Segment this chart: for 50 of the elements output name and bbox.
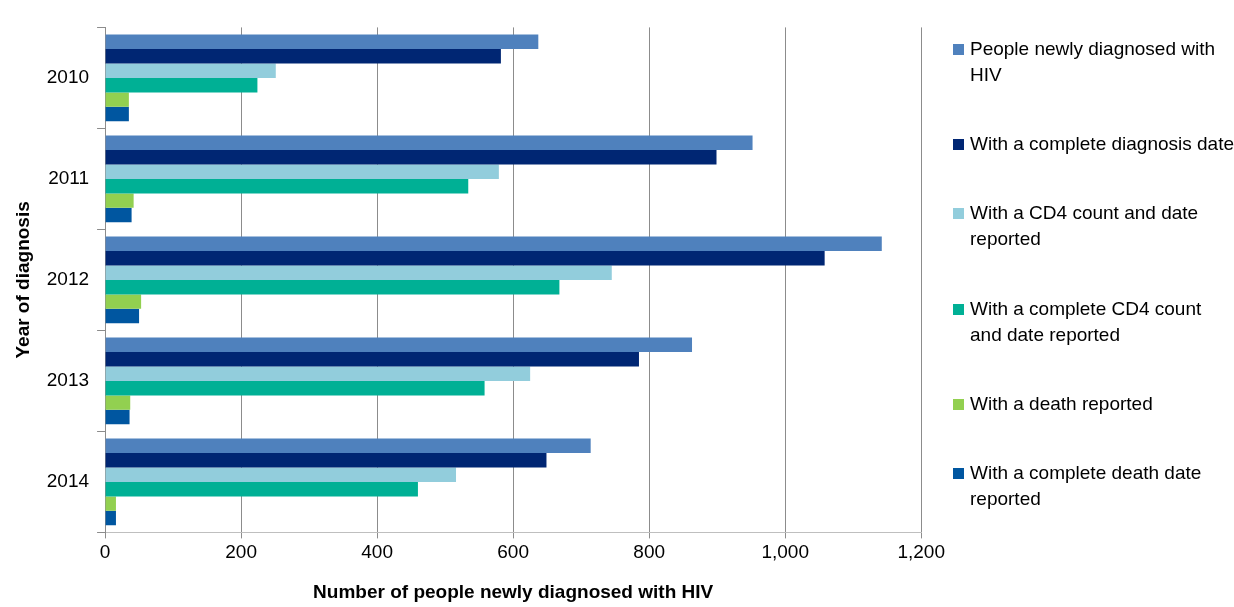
bar bbox=[105, 265, 612, 280]
bar bbox=[105, 92, 129, 107]
bar bbox=[105, 395, 131, 410]
legend-label: With a complete death date reported bbox=[970, 461, 1203, 512]
legend-label: With a death reported bbox=[970, 391, 1153, 416]
bar bbox=[105, 496, 116, 511]
y-tick-label: 2012 bbox=[46, 268, 90, 290]
bar bbox=[105, 366, 531, 381]
bar bbox=[105, 351, 639, 367]
bar bbox=[105, 438, 591, 453]
bar bbox=[105, 409, 130, 425]
bar bbox=[105, 308, 140, 324]
bar bbox=[105, 193, 134, 208]
x-tick-label: 600 bbox=[497, 541, 529, 563]
x-tick-label: 200 bbox=[225, 541, 257, 563]
y-tick-label: 2011 bbox=[48, 167, 90, 189]
bar bbox=[105, 34, 539, 49]
y-axis-title: Year of diagnosis bbox=[11, 201, 33, 359]
x-tick-label: 1,200 bbox=[897, 541, 945, 563]
y-tick-label: 2010 bbox=[46, 66, 90, 88]
x-tick-label: 0 bbox=[99, 541, 111, 563]
x-tick-label: 1,000 bbox=[761, 541, 809, 563]
bar bbox=[105, 164, 499, 179]
legend-label: With a complete diagnosis date bbox=[970, 132, 1234, 156]
bar bbox=[105, 481, 418, 497]
bar bbox=[105, 467, 457, 482]
x-axis-title: Number of people newly diagnosed with HIV bbox=[313, 580, 714, 602]
bar bbox=[105, 63, 276, 78]
bar bbox=[105, 48, 501, 64]
y-tick-label: 2013 bbox=[46, 369, 90, 391]
bar bbox=[105, 250, 825, 266]
bar bbox=[105, 510, 116, 526]
bar bbox=[105, 279, 560, 295]
bar bbox=[105, 106, 129, 122]
bar bbox=[105, 380, 485, 396]
bar bbox=[105, 149, 717, 165]
bar bbox=[105, 178, 469, 194]
bar bbox=[105, 236, 882, 251]
legend-label: People newly diagnosed with HIV bbox=[970, 36, 1217, 87]
x-tick-label: 800 bbox=[633, 541, 666, 563]
bar bbox=[105, 77, 258, 93]
bar bbox=[105, 135, 753, 150]
bar bbox=[105, 452, 547, 468]
legend-label: With a CD4 count and date reported bbox=[970, 201, 1200, 252]
bar bbox=[105, 294, 142, 309]
bar bbox=[105, 337, 693, 352]
legend-label: With a complete CD4 count and date reported bbox=[970, 296, 1203, 347]
x-tick-label: 400 bbox=[361, 541, 393, 563]
bar bbox=[105, 207, 132, 223]
y-tick-label: 2014 bbox=[46, 470, 90, 492]
